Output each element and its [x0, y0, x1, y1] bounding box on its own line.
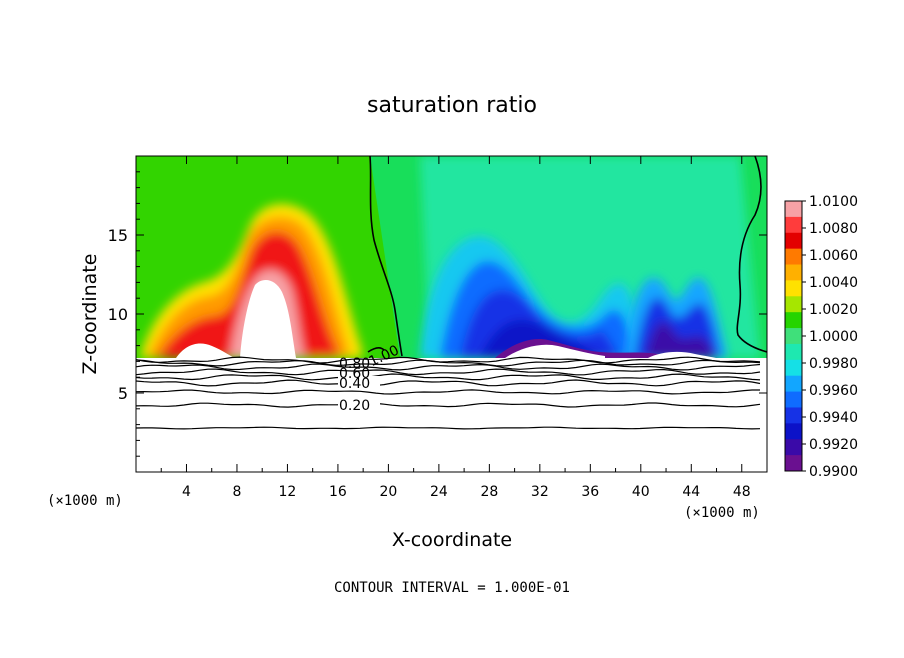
- contour-line: [136, 379, 761, 387]
- x-axis-label: X-coordinate: [392, 529, 512, 551]
- colorbar-swatch: [785, 359, 802, 377]
- x-axis: 4 8 12 16 20 24 28 32 36 40 44 48: [160, 156, 751, 500]
- x-tick-label: 16: [329, 484, 347, 500]
- x-tick-label: 28: [480, 484, 498, 500]
- unity-contours: [367, 156, 767, 357]
- y-tick-label: 5: [118, 384, 128, 403]
- y-tick-label: 15: [108, 226, 128, 245]
- colorbar-tick-label: 0.9920: [809, 437, 858, 453]
- colorbar-swatch: [785, 312, 802, 329]
- colorbar-swatch: [785, 248, 802, 266]
- colorbar-swatch: [785, 375, 802, 393]
- x-tick-label: 36: [581, 484, 599, 500]
- contour-labels: 0.20 0.40 0.60 0.80 1.00: [338, 342, 402, 414]
- colorbar-tick-label: 1.0080: [809, 221, 858, 237]
- x-tick-label: 24: [430, 484, 448, 500]
- colorbar-swatch: [785, 264, 802, 281]
- colorbar-tick-label: 1.0060: [809, 248, 858, 264]
- contour-line: [136, 373, 761, 381]
- x-tick-label: 8: [232, 484, 241, 500]
- plot-area: 0.20 0.40 0.60 0.80 1.00: [136, 156, 767, 472]
- colorbar-swatch: [785, 439, 802, 456]
- colorbar-swatch: [785, 296, 802, 313]
- contour-interval-note: CONTOUR INTERVAL = 1.000E-01: [334, 580, 570, 596]
- y-axis: 5 10 15: [108, 171, 767, 457]
- y-tick-label: 10: [108, 305, 128, 324]
- x-tick-label: 44: [682, 484, 700, 500]
- colorbar-tick-label: 1.0040: [809, 275, 858, 291]
- contour-line: [136, 402, 761, 408]
- x-tick-label: 20: [379, 484, 397, 500]
- colorbar-swatch: [785, 216, 802, 234]
- contour-line: [136, 368, 761, 376]
- contour-line: [136, 356, 761, 364]
- colorbar-tick-label: 1.0020: [809, 302, 858, 318]
- x-tick-label: 12: [279, 484, 297, 500]
- x-tick-label: 48: [733, 484, 751, 500]
- contour-line: [136, 389, 760, 395]
- contour-label-0.60: 0.60: [339, 366, 370, 382]
- x-tick-label: 4: [182, 484, 191, 500]
- contour-label-0.20: 0.20: [339, 398, 370, 414]
- colorbar-swatch: [785, 343, 802, 361]
- chart-title: saturation ratio: [367, 93, 537, 118]
- colorbar-tick-label: 1.0000: [809, 329, 858, 345]
- colorbar-swatch: [785, 201, 802, 218]
- saturation-field: [136, 156, 767, 472]
- x-tick-label: 40: [632, 484, 650, 500]
- colorbar-swatch: [785, 423, 802, 440]
- colorbar-swatch: [785, 280, 802, 297]
- colorbar-tick-label: 0.9960: [809, 383, 858, 399]
- x-unit-left: (×1000 m): [47, 493, 123, 509]
- colorbar-swatch: [785, 391, 802, 408]
- contour-label-0.80: 0.80: [339, 356, 370, 372]
- x-unit-right: (×1000 m): [684, 505, 760, 521]
- contour-line: [136, 363, 761, 371]
- colorbar-swatch: [785, 407, 802, 424]
- colorbar-tick-label: 0.9980: [809, 356, 858, 372]
- lower-contour-lines: [136, 356, 761, 430]
- colorbar-tick-label: 0.9900: [809, 464, 858, 480]
- colorbar-swatch: [785, 232, 802, 250]
- x-tick-label: 32: [531, 484, 549, 500]
- colorbar-tick-label: 0.9940: [809, 410, 858, 426]
- contour-line: [136, 359, 761, 367]
- colorbar-tick-label: 1.0100: [809, 194, 858, 210]
- contour-line: [136, 426, 761, 430]
- colorbar-swatch: [785, 328, 802, 345]
- y-axis-label: Z-coordinate: [79, 254, 101, 375]
- colorbar: 1.0100 1.0080 1.0060 1.0040 1.0020 1.0000 0.99…: [784, 194, 858, 480]
- colorbar-swatch: [785, 455, 802, 472]
- contour-label-0.40: 0.40: [339, 376, 370, 392]
